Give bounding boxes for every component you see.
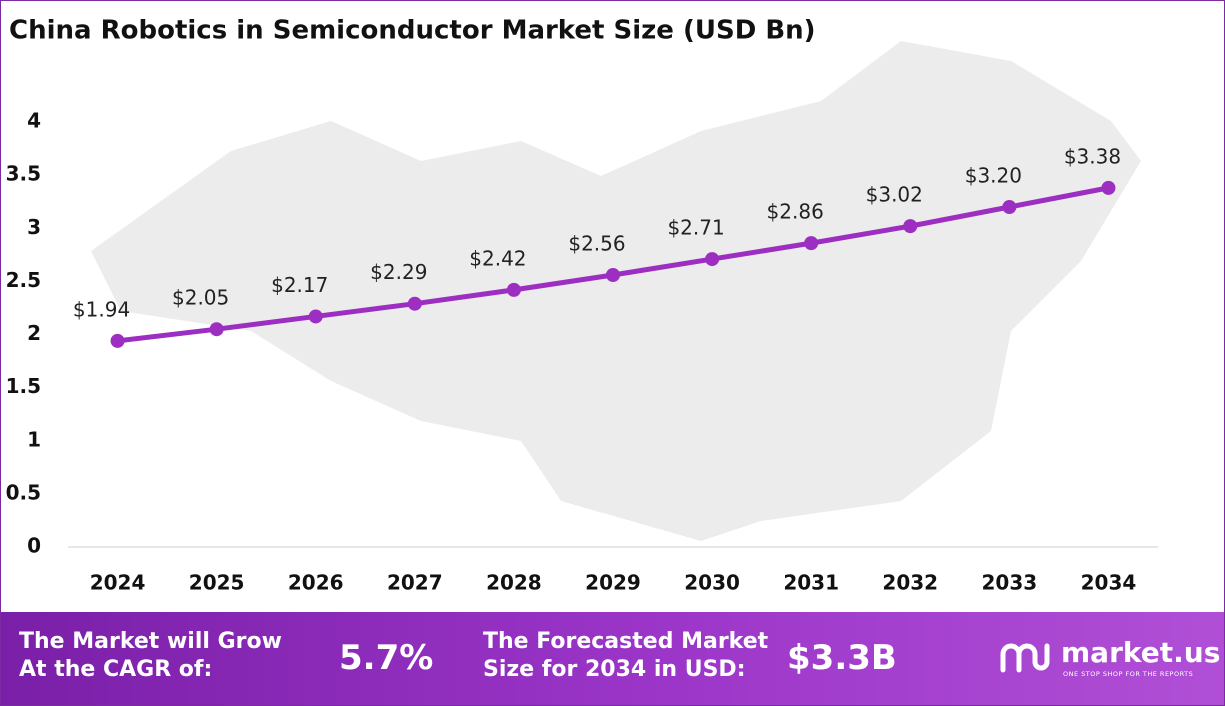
y-tick-label: 1.5 [6, 374, 41, 398]
y-tick-label: 1 [27, 427, 41, 451]
value-label: $2.17 [271, 273, 328, 297]
y-tick-label: 4 [27, 109, 41, 133]
point [1002, 200, 1017, 214]
point [110, 333, 125, 348]
value-label: $3.20 [965, 164, 1022, 188]
value-label: $1.94 [73, 297, 130, 321]
x-tick-label: 2024 [90, 571, 146, 595]
x-tick-label: 2031 [783, 571, 839, 595]
y-tick-label: 3.5 [6, 162, 41, 186]
y-tick-label: 2 [27, 321, 41, 345]
point [407, 296, 422, 311]
brand: market.us [1061, 636, 1221, 669]
brand-icon [1000, 643, 1050, 673]
forecast-label-line: The Forecasted Market [483, 629, 769, 654]
chart: China Robotics in Semiconductor Market S… [6, 16, 1158, 595]
x-tick-label: 2026 [288, 571, 344, 595]
point [209, 322, 224, 337]
value-label: $2.05 [172, 286, 229, 310]
value-label: $2.29 [370, 260, 427, 284]
chart-title: China Robotics in Semiconductor Market S… [9, 16, 816, 46]
point [705, 252, 720, 267]
value-label: $3.02 [866, 183, 923, 207]
tagline: ONE STOP SHOP FOR THE REPORTS [1063, 670, 1194, 678]
point [804, 236, 819, 251]
y-tick-label: 0 [27, 534, 41, 558]
cagr-label-line: At the CAGR of: [19, 657, 213, 682]
cagr-label: The Market will Grow At the CAGR of: [19, 628, 282, 684]
y-tick-label: 0.5 [6, 480, 41, 504]
forecast-label-line: Size for 2034 in USD: [483, 657, 746, 682]
x-tick-label: 2034 [1081, 571, 1137, 595]
x-tick-label: 2030 [684, 571, 740, 595]
value-label: $2.42 [469, 246, 526, 270]
map-background [91, 41, 1141, 541]
cagr-label-line: The Market will Grow [19, 629, 282, 654]
value-label: $2.71 [667, 216, 724, 240]
footer: The Market will Grow At the CAGR of: 5.7%… [1, 612, 1224, 705]
value-label: $3.38 [1064, 144, 1121, 168]
value-label: $2.56 [568, 232, 625, 256]
x-tick-label: 2032 [882, 571, 938, 595]
x-tick-label: 2027 [387, 571, 443, 595]
point [903, 219, 918, 234]
x-tick-label: 2033 [982, 571, 1038, 595]
point [506, 282, 521, 297]
point [1101, 180, 1116, 195]
forecast-label: The Forecasted Market Size for 2034 in US… [483, 628, 768, 684]
y-tick-label: 3 [27, 215, 41, 239]
point [606, 268, 620, 282]
x-tick-label: 2028 [486, 571, 542, 595]
y-tick-label: 2.5 [6, 268, 41, 292]
forecast-value: $3.3B [787, 638, 897, 678]
x-tick-label: 2025 [189, 571, 245, 595]
value-label: $2.86 [767, 200, 824, 224]
cagr-value: 5.7% [339, 638, 434, 678]
point [308, 309, 323, 324]
x-tick-label: 2029 [585, 571, 641, 595]
